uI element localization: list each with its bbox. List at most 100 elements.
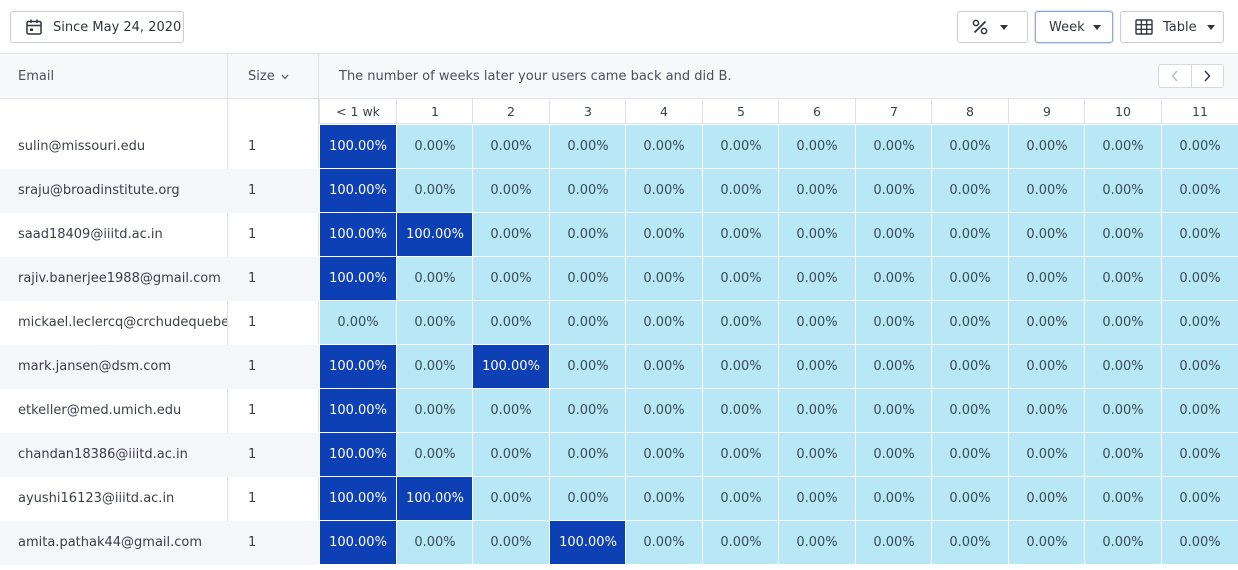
date-range-button[interactable]: Since May 24, 2020 bbox=[10, 11, 184, 43]
retention-cell[interactable]: 0.00% bbox=[1084, 389, 1161, 433]
retention-cell[interactable]: 100.00% bbox=[472, 345, 549, 389]
retention-cell[interactable]: 0.00% bbox=[1084, 521, 1161, 565]
retention-cell[interactable]: 0.00% bbox=[778, 213, 855, 257]
retention-cell[interactable]: 0.00% bbox=[702, 169, 779, 213]
next-page-button[interactable] bbox=[1190, 65, 1224, 87]
retention-cell[interactable]: 0.00% bbox=[702, 301, 779, 345]
retention-cell[interactable]: 0.00% bbox=[1008, 345, 1085, 389]
retention-cell[interactable]: 0.00% bbox=[702, 345, 779, 389]
table-row[interactable]: sraju@broadinstitute.org 1 100.00% 0.00% 0.0… bbox=[0, 169, 1238, 213]
retention-cell[interactable]: 0.00% bbox=[778, 301, 855, 345]
retention-cell[interactable]: 0.00% bbox=[931, 433, 1008, 477]
retention-cell[interactable]: 0.00% bbox=[472, 125, 549, 169]
retention-cell[interactable]: 0.00% bbox=[1084, 257, 1161, 301]
retention-cell[interactable]: 100.00% bbox=[549, 521, 626, 565]
table-row[interactable]: sulin@missouri.edu 1 100.00% 0.00% 0.00% 0.00… bbox=[0, 125, 1238, 169]
retention-cell[interactable]: 0.00% bbox=[931, 213, 1008, 257]
retention-cell[interactable]: 0.00% bbox=[396, 301, 473, 345]
table-row[interactable]: etkeller@med.umich.edu 1 100.00% 0.00% 0.00%… bbox=[0, 389, 1238, 433]
retention-cell[interactable]: 0.00% bbox=[396, 125, 473, 169]
retention-cell[interactable]: 0.00% bbox=[472, 301, 549, 345]
retention-cell[interactable]: 0.00% bbox=[625, 213, 702, 257]
retention-cell[interactable]: 0.00% bbox=[855, 169, 932, 213]
retention-cell[interactable]: 0.00% bbox=[702, 213, 779, 257]
retention-cell[interactable]: 0.00% bbox=[549, 433, 626, 477]
retention-cell[interactable]: 0.00% bbox=[625, 389, 702, 433]
retention-cell[interactable]: 0.00% bbox=[1008, 125, 1085, 169]
retention-cell[interactable]: 100.00% bbox=[319, 389, 396, 433]
retention-cell[interactable]: 0.00% bbox=[778, 477, 855, 521]
retention-cell[interactable]: 0.00% bbox=[1008, 169, 1085, 213]
retention-cell[interactable]: 0.00% bbox=[778, 389, 855, 433]
retention-cell[interactable]: 0.00% bbox=[1084, 301, 1161, 345]
retention-cell[interactable]: 0.00% bbox=[549, 125, 626, 169]
retention-cell[interactable]: 0.00% bbox=[931, 301, 1008, 345]
retention-cell[interactable]: 0.00% bbox=[855, 389, 932, 433]
retention-cell[interactable]: 0.00% bbox=[396, 345, 473, 389]
previous-page-button[interactable] bbox=[1159, 65, 1191, 87]
table-row[interactable]: mark.jansen@dsm.com 1 100.00% 0.00% 100.00% 0… bbox=[0, 345, 1238, 389]
retention-cell[interactable]: 0.00% bbox=[778, 169, 855, 213]
interval-dropdown[interactable]: Week bbox=[1035, 11, 1113, 43]
retention-cell[interactable]: 0.00% bbox=[778, 257, 855, 301]
retention-cell[interactable]: 0.00% bbox=[396, 433, 473, 477]
retention-cell[interactable]: 0.00% bbox=[1161, 169, 1238, 213]
retention-cell[interactable]: 0.00% bbox=[1161, 477, 1238, 521]
table-row[interactable]: chandan18386@iiitd.ac.in 1 100.00% 0.00% 0.0… bbox=[0, 433, 1238, 477]
retention-cell[interactable]: 0.00% bbox=[1084, 345, 1161, 389]
retention-cell[interactable]: 0.00% bbox=[396, 521, 473, 565]
retention-cell[interactable]: 100.00% bbox=[319, 345, 396, 389]
view-dropdown[interactable]: Table bbox=[1120, 11, 1224, 43]
retention-cell[interactable]: 0.00% bbox=[472, 433, 549, 477]
retention-cell[interactable]: 0.00% bbox=[702, 433, 779, 477]
retention-cell[interactable]: 0.00% bbox=[625, 433, 702, 477]
retention-cell[interactable]: 0.00% bbox=[931, 169, 1008, 213]
retention-cell[interactable]: 0.00% bbox=[1008, 389, 1085, 433]
retention-cell[interactable]: 100.00% bbox=[319, 433, 396, 477]
retention-cell[interactable]: 100.00% bbox=[319, 521, 396, 565]
retention-cell[interactable]: 0.00% bbox=[396, 389, 473, 433]
retention-cell[interactable]: 0.00% bbox=[702, 477, 779, 521]
retention-cell[interactable]: 0.00% bbox=[472, 477, 549, 521]
retention-cell[interactable]: 0.00% bbox=[625, 521, 702, 565]
retention-cell[interactable]: 100.00% bbox=[396, 477, 473, 521]
retention-cell[interactable]: 0.00% bbox=[1161, 521, 1238, 565]
retention-cell[interactable]: 0.00% bbox=[1084, 477, 1161, 521]
retention-cell[interactable]: 0.00% bbox=[549, 257, 626, 301]
retention-cell[interactable]: 0.00% bbox=[1084, 169, 1161, 213]
retention-cell[interactable]: 0.00% bbox=[472, 521, 549, 565]
retention-cell[interactable]: 0.00% bbox=[855, 301, 932, 345]
retention-cell[interactable]: 0.00% bbox=[1084, 125, 1161, 169]
retention-cell[interactable]: 0.00% bbox=[549, 345, 626, 389]
percent-toggle-button[interactable] bbox=[957, 11, 1028, 43]
retention-cell[interactable]: 0.00% bbox=[855, 125, 932, 169]
retention-cell[interactable]: 0.00% bbox=[778, 521, 855, 565]
retention-cell[interactable]: 0.00% bbox=[1161, 125, 1238, 169]
table-row[interactable]: mickael.leclercq@crchudequebec 1 0.00% 0.00… bbox=[0, 301, 1238, 345]
retention-cell[interactable]: 0.00% bbox=[702, 521, 779, 565]
table-row[interactable]: saad18409@iiitd.ac.in 1 100.00% 100.00% 0.00… bbox=[0, 213, 1238, 257]
retention-cell[interactable]: 0.00% bbox=[855, 345, 932, 389]
retention-cell[interactable]: 100.00% bbox=[319, 169, 396, 213]
retention-cell[interactable]: 0.00% bbox=[702, 125, 779, 169]
retention-cell[interactable]: 0.00% bbox=[625, 169, 702, 213]
retention-cell[interactable]: 100.00% bbox=[319, 477, 396, 521]
retention-cell[interactable]: 0.00% bbox=[625, 345, 702, 389]
retention-cell[interactable]: 0.00% bbox=[1008, 301, 1085, 345]
retention-cell[interactable]: 0.00% bbox=[778, 345, 855, 389]
retention-cell[interactable]: 0.00% bbox=[549, 477, 626, 521]
size-column-header[interactable]: Size bbox=[248, 69, 289, 84]
retention-cell[interactable]: 0.00% bbox=[1161, 345, 1238, 389]
retention-cell[interactable]: 100.00% bbox=[319, 125, 396, 169]
retention-cell[interactable]: 0.00% bbox=[778, 125, 855, 169]
retention-cell[interactable]: 0.00% bbox=[778, 433, 855, 477]
retention-cell[interactable]: 0.00% bbox=[472, 257, 549, 301]
retention-cell[interactable]: 0.00% bbox=[549, 389, 626, 433]
retention-cell[interactable]: 0.00% bbox=[931, 125, 1008, 169]
table-row[interactable]: rajiv.banerjee1988@gmail.com 1 100.00% 0.00… bbox=[0, 257, 1238, 301]
retention-cell[interactable]: 0.00% bbox=[472, 213, 549, 257]
retention-cell[interactable]: 0.00% bbox=[1161, 301, 1238, 345]
retention-cell[interactable]: 0.00% bbox=[855, 433, 932, 477]
table-row[interactable]: ayushi16123@iiitd.ac.in 1 100.00% 100.00% 0.… bbox=[0, 477, 1238, 521]
retention-cell[interactable]: 0.00% bbox=[855, 213, 932, 257]
